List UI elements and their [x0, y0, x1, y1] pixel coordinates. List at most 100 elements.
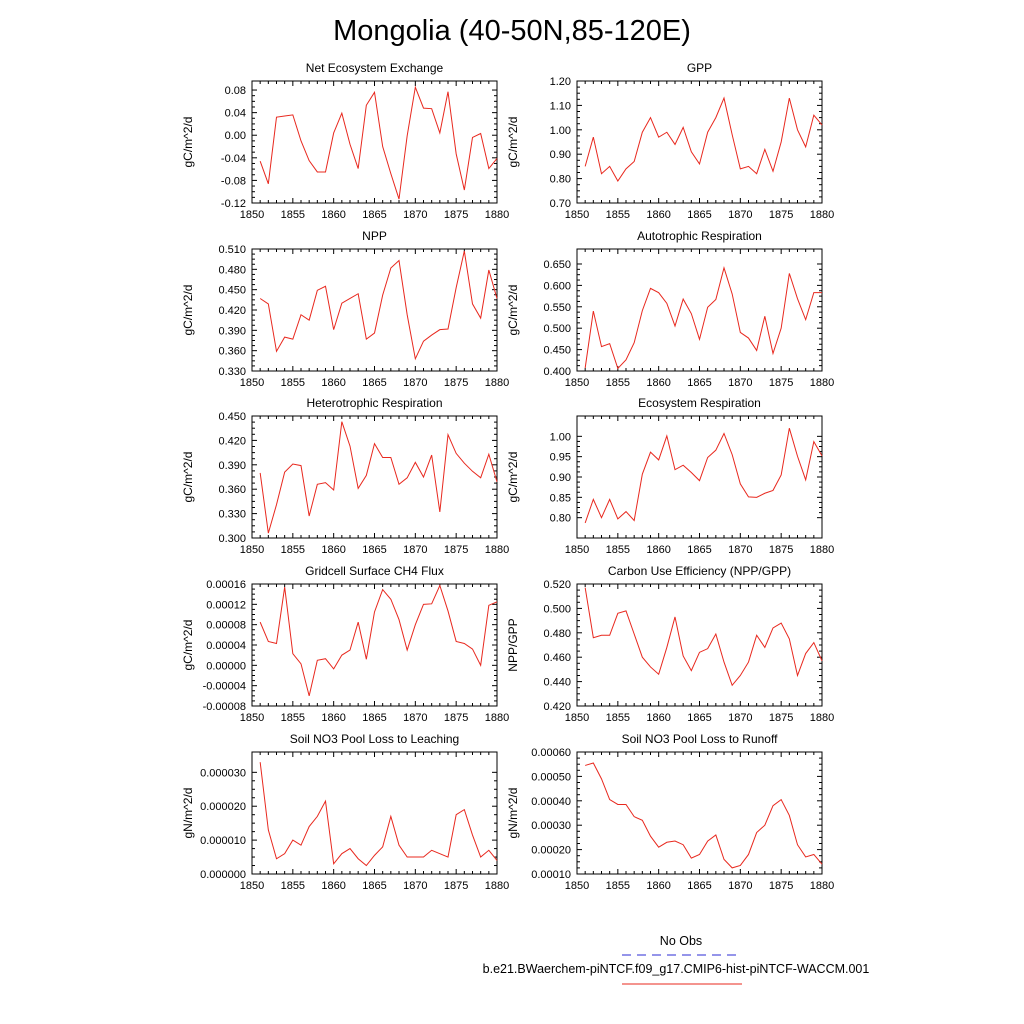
y-tick-label: 0.500 [543, 323, 571, 335]
y-tick-label: 0.80 [550, 174, 571, 186]
y-tick-label: 0.450 [218, 285, 246, 297]
x-tick-label: 1865 [687, 209, 711, 221]
plot-frame [251, 583, 498, 707]
y-tick-label: 0.00008 [206, 620, 246, 632]
y-tick-label: 0.04 [225, 108, 246, 120]
x-tick-label: 1865 [687, 377, 711, 389]
y-tick-label: 0.390 [218, 325, 246, 337]
x-tick-label: 1865 [362, 712, 386, 724]
chart-panel: GPP gC/m^2/d 1850 1855 1860 1865 1870 1875 1880 0… [506, 61, 834, 221]
y-tick-label: 0.400 [543, 366, 571, 378]
series-line [259, 85, 498, 200]
x-tick-label: 1855 [606, 712, 630, 724]
panel-title: Net Ecosystem Exchange [306, 61, 444, 75]
x-tick-label: 1880 [485, 209, 509, 221]
x-tick-label: 1855 [606, 880, 630, 892]
plot-frame [251, 80, 498, 204]
x-tick-label: 1850 [565, 880, 589, 892]
figure-title: Mongolia (40-50N,85-120E) [333, 15, 691, 47]
x-tick-label: 1850 [240, 880, 264, 892]
y-tick-label: 0.00060 [531, 747, 571, 759]
x-tick-label: 1860 [321, 209, 345, 221]
x-tick-label: 1875 [769, 880, 793, 892]
y-tick-label: 0.600 [543, 280, 571, 292]
x-tick-label: 1870 [728, 712, 752, 724]
x-tick-label: 1875 [769, 712, 793, 724]
x-tick-label: 1870 [403, 209, 427, 221]
series-line [584, 428, 823, 524]
x-tick-label: 1875 [769, 377, 793, 389]
legend-obs-label: No Obs [660, 934, 702, 948]
x-tick-label: 1850 [565, 544, 589, 556]
x-tick-label: 1875 [769, 209, 793, 221]
x-tick-label: 1880 [485, 377, 509, 389]
y-axis-label: gN/m^2/d [181, 788, 195, 839]
x-tick-label: 1865 [362, 209, 386, 221]
panel-title: Soil NO3 Pool Loss to Leaching [290, 732, 459, 746]
plot-frame [576, 583, 823, 707]
chart-panel: Gridcell Surface CH4 Flux gC/m^2/d 1850 185… [181, 564, 509, 724]
y-tick-label: 0.00050 [531, 771, 571, 783]
y-tick-label: 0.90 [550, 149, 571, 161]
y-tick-label: -0.12 [221, 198, 246, 210]
y-tick-label: 0.08 [225, 85, 246, 97]
x-tick-label: 1860 [646, 377, 670, 389]
y-tick-label: 0.00004 [206, 640, 246, 652]
x-tick-label: 1860 [321, 377, 345, 389]
y-tick-label: 0.330 [218, 509, 246, 521]
x-tick-label: 1850 [240, 209, 264, 221]
chart-panel: Soil NO3 Pool Loss to Leaching gN/m^2/d 18… [181, 732, 509, 892]
chart-panel: Soil NO3 Pool Loss to Runoff gN/m^2/d 1850… [506, 732, 834, 892]
y-tick-label: 0.300 [218, 533, 246, 545]
x-tick-label: 1880 [810, 377, 834, 389]
x-tick-label: 1865 [362, 377, 386, 389]
y-tick-label: 0.00010 [531, 869, 571, 881]
y-tick-label: 0.360 [218, 484, 246, 496]
y-tick-label: 0.650 [543, 259, 571, 271]
y-tick-label: 0.520 [543, 579, 571, 591]
y-axis-label: gC/m^2/d [506, 452, 520, 503]
x-tick-label: 1855 [606, 544, 630, 556]
y-axis-label: gC/m^2/d [506, 117, 520, 168]
panels: Net Ecosystem Exchange gC/m^2/d 1850 1855 18… [181, 61, 834, 892]
panel-title: Carbon Use Efficiency (NPP/GPP) [608, 564, 791, 578]
x-tick-label: 1865 [362, 544, 386, 556]
chart-panel: Autotrophic Respiration gC/m^2/d 1850 1855 1… [506, 229, 834, 389]
x-tick-label: 1855 [281, 544, 305, 556]
y-axis-label: gC/m^2/d [181, 620, 195, 671]
y-tick-label: 0.00 [225, 130, 246, 142]
panel-title: Ecosystem Respiration [638, 396, 761, 410]
series-line [259, 421, 498, 534]
y-tick-label: 0.330 [218, 366, 246, 378]
y-tick-label: 0.70 [550, 198, 571, 210]
series-line [259, 250, 498, 361]
x-tick-label: 1880 [810, 544, 834, 556]
y-tick-label: 0.420 [218, 435, 246, 447]
y-tick-label: 0.000000 [200, 869, 246, 881]
y-tick-label: 0.420 [218, 305, 246, 317]
panel-title: Heterotrophic Respiration [306, 396, 442, 410]
y-tick-label: 0.00020 [531, 845, 571, 857]
panel-title: Gridcell Surface CH4 Flux [305, 564, 444, 578]
series-line [259, 584, 498, 696]
y-tick-label: 0.95 [550, 452, 571, 464]
x-tick-label: 1880 [810, 712, 834, 724]
x-tick-label: 1870 [728, 880, 752, 892]
x-tick-label: 1860 [321, 712, 345, 724]
x-tick-label: 1855 [281, 712, 305, 724]
y-tick-label: 0.450 [218, 411, 246, 423]
x-tick-label: 1870 [403, 712, 427, 724]
y-tick-label: 1.20 [550, 76, 571, 88]
y-axis-label: NPP/GPP [506, 618, 520, 671]
x-tick-label: 1870 [728, 209, 752, 221]
x-tick-label: 1860 [646, 209, 670, 221]
x-tick-label: 1870 [403, 377, 427, 389]
x-tick-label: 1850 [565, 377, 589, 389]
y-tick-label: 0.440 [543, 677, 571, 689]
plot-frame [251, 415, 498, 539]
x-tick-label: 1875 [444, 377, 468, 389]
y-axis-label: gC/m^2/d [181, 452, 195, 503]
x-tick-label: 1875 [444, 880, 468, 892]
y-tick-label: 0.510 [218, 244, 246, 256]
x-tick-label: 1855 [281, 377, 305, 389]
